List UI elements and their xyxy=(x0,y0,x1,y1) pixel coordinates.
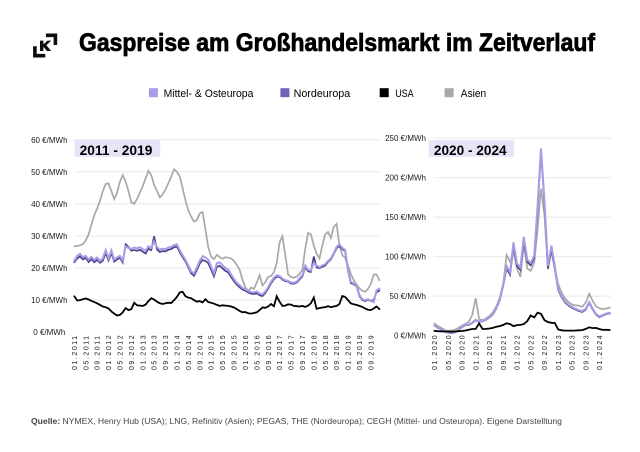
svg-text:05.2015: 05.2015 xyxy=(220,334,227,370)
svg-text:09.2015: 09.2015 xyxy=(232,334,239,370)
svg-text:01.2022: 01.2022 xyxy=(515,334,522,370)
svg-text:100 €/MWh: 100 €/MWh xyxy=(385,253,426,262)
svg-text:20 €/MWh: 20 €/MWh xyxy=(31,264,67,273)
svg-text:Gaspreise am Großhandelsmarkt: Gaspreise am Großhandelsmarkt im Zeitver… xyxy=(79,29,596,57)
svg-text:30 €/MWh: 30 €/MWh xyxy=(31,232,67,241)
svg-text:05.2019: 05.2019 xyxy=(357,334,364,370)
svg-text:05.2011: 05.2011 xyxy=(83,334,90,370)
svg-text:09.2011: 09.2011 xyxy=(95,334,102,370)
svg-text:0 €/MWh: 0 €/MWh xyxy=(394,332,426,341)
svg-text:10 €/MWh: 10 €/MWh xyxy=(31,296,67,305)
svg-text:05.2021: 05.2021 xyxy=(487,334,494,370)
svg-text:Nordeuropa: Nordeuropa xyxy=(294,88,351,100)
svg-text:09.2019: 09.2019 xyxy=(368,334,375,370)
svg-text:09.2014: 09.2014 xyxy=(197,334,204,370)
svg-text:05.2023: 05.2023 xyxy=(570,334,577,370)
svg-text:05.2016: 05.2016 xyxy=(254,334,261,370)
svg-text:01.2018: 01.2018 xyxy=(311,334,318,370)
svg-text:09.2017: 09.2017 xyxy=(300,334,307,370)
svg-text:50 €/MWh: 50 €/MWh xyxy=(31,168,67,177)
svg-text:05.2022: 05.2022 xyxy=(528,334,535,370)
svg-text:01.2015: 01.2015 xyxy=(209,334,216,370)
svg-text:60 €/MWh: 60 €/MWh xyxy=(31,136,67,145)
svg-text:09.2021: 09.2021 xyxy=(501,334,508,370)
svg-text:09.2022: 09.2022 xyxy=(542,334,549,370)
svg-text:01.2016: 01.2016 xyxy=(243,334,250,370)
svg-text:01.2021: 01.2021 xyxy=(473,334,480,370)
svg-text:250 €/MWh: 250 €/MWh xyxy=(385,134,426,143)
svg-text:150 €/MWh: 150 €/MWh xyxy=(385,213,426,222)
svg-text:50 €/MWh: 50 €/MWh xyxy=(390,292,426,301)
svg-text:01.2014: 01.2014 xyxy=(175,334,182,370)
svg-text:01.2017: 01.2017 xyxy=(277,334,284,370)
svg-text:01.2012: 01.2012 xyxy=(106,334,113,370)
svg-text:2011 - 2019: 2011 - 2019 xyxy=(80,143,153,158)
svg-text:05.2017: 05.2017 xyxy=(289,334,296,370)
svg-text:2020 - 2024: 2020 - 2024 xyxy=(434,143,507,158)
svg-text:09.2020: 09.2020 xyxy=(460,334,467,370)
svg-text:200 €/MWh: 200 €/MWh xyxy=(385,174,426,183)
svg-text:01.2024: 01.2024 xyxy=(597,334,604,370)
svg-text:09.2012: 09.2012 xyxy=(129,334,136,370)
svg-text:09.2018: 09.2018 xyxy=(334,334,341,370)
svg-text:01.2019: 01.2019 xyxy=(346,334,353,370)
svg-text:09.2016: 09.2016 xyxy=(266,334,273,370)
svg-text:01.2013: 01.2013 xyxy=(140,334,147,370)
svg-text:Asien: Asien xyxy=(461,88,486,100)
svg-text:05.2012: 05.2012 xyxy=(118,334,125,370)
svg-text:Mittel- & Osteuropa: Mittel- & Osteuropa xyxy=(164,88,255,100)
svg-text:09.2023: 09.2023 xyxy=(583,334,590,370)
svg-text:40 €/MWh: 40 €/MWh xyxy=(31,200,67,209)
svg-text:05.2014: 05.2014 xyxy=(186,334,193,370)
svg-text:Quelle: NYMEX, Henry Hub (USA): Quelle: NYMEX, Henry Hub (USA); LNG, Ref… xyxy=(31,416,562,426)
svg-text:0 €/MWh: 0 €/MWh xyxy=(33,328,65,337)
svg-text:05.2018: 05.2018 xyxy=(323,334,330,370)
svg-text:01.2011: 01.2011 xyxy=(72,334,79,370)
svg-text:09.2013: 09.2013 xyxy=(163,334,170,370)
svg-text:USA: USA xyxy=(395,88,414,100)
svg-text:01.2020: 01.2020 xyxy=(432,334,439,370)
svg-text:05.2020: 05.2020 xyxy=(446,334,453,370)
svg-text:05.2013: 05.2013 xyxy=(152,334,159,370)
svg-text:01.2023: 01.2023 xyxy=(556,334,563,370)
